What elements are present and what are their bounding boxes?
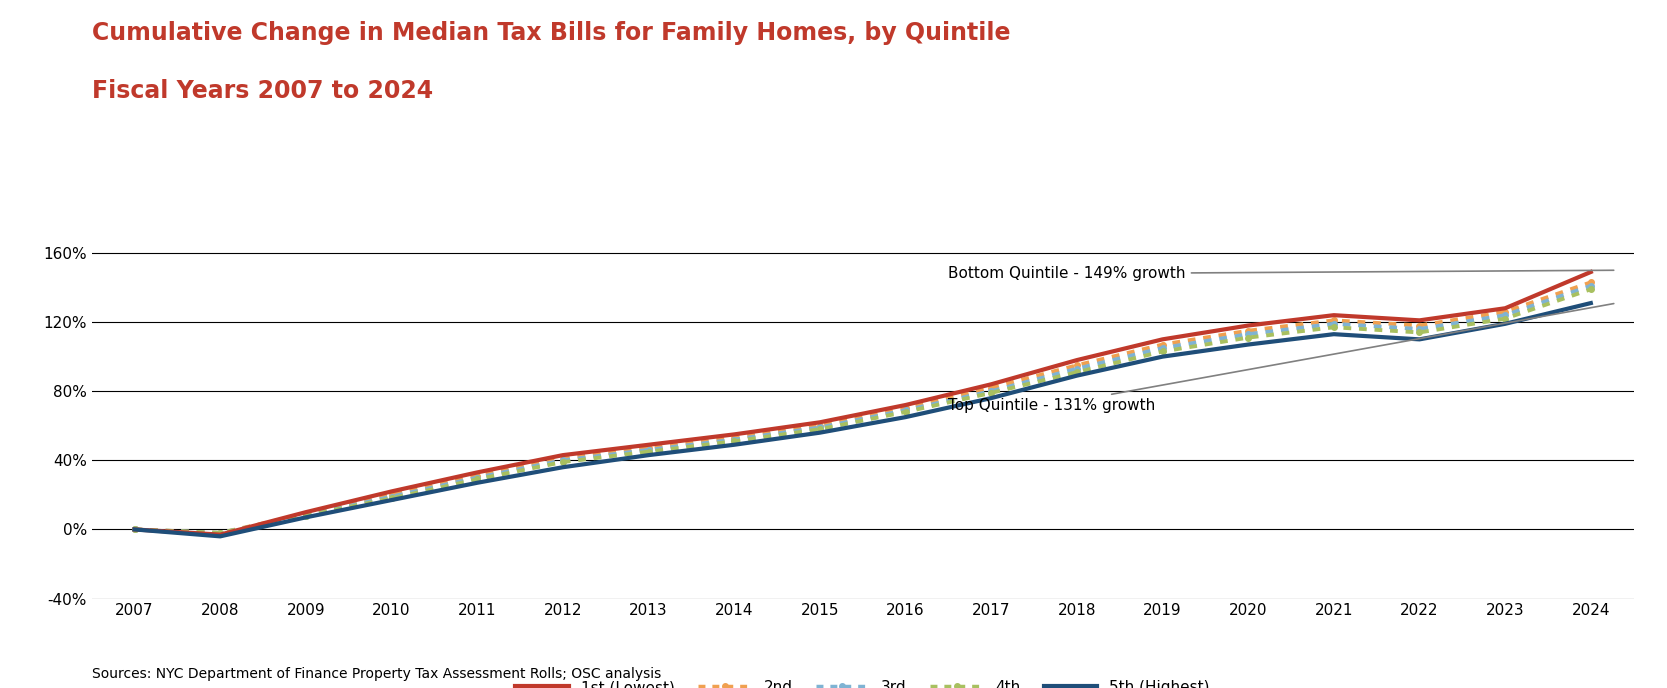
- Text: Sources: NYC Department of Finance Property Tax Assessment Rolls; OSC analysis: Sources: NYC Department of Finance Prope…: [92, 667, 660, 681]
- Text: Top Quintile - 131% growth: Top Quintile - 131% growth: [949, 303, 1614, 413]
- Text: Bottom Quintile - 149% growth: Bottom Quintile - 149% growth: [949, 266, 1614, 281]
- Text: Cumulative Change in Median Tax Bills for Family Homes, by Quintile: Cumulative Change in Median Tax Bills fo…: [92, 21, 1010, 45]
- Text: Fiscal Years 2007 to 2024: Fiscal Years 2007 to 2024: [92, 79, 433, 103]
- Legend: 1st (Lowest), 2nd, 3rd, 4th, 5th (Highest): 1st (Lowest), 2nd, 3rd, 4th, 5th (Highes…: [510, 673, 1215, 688]
